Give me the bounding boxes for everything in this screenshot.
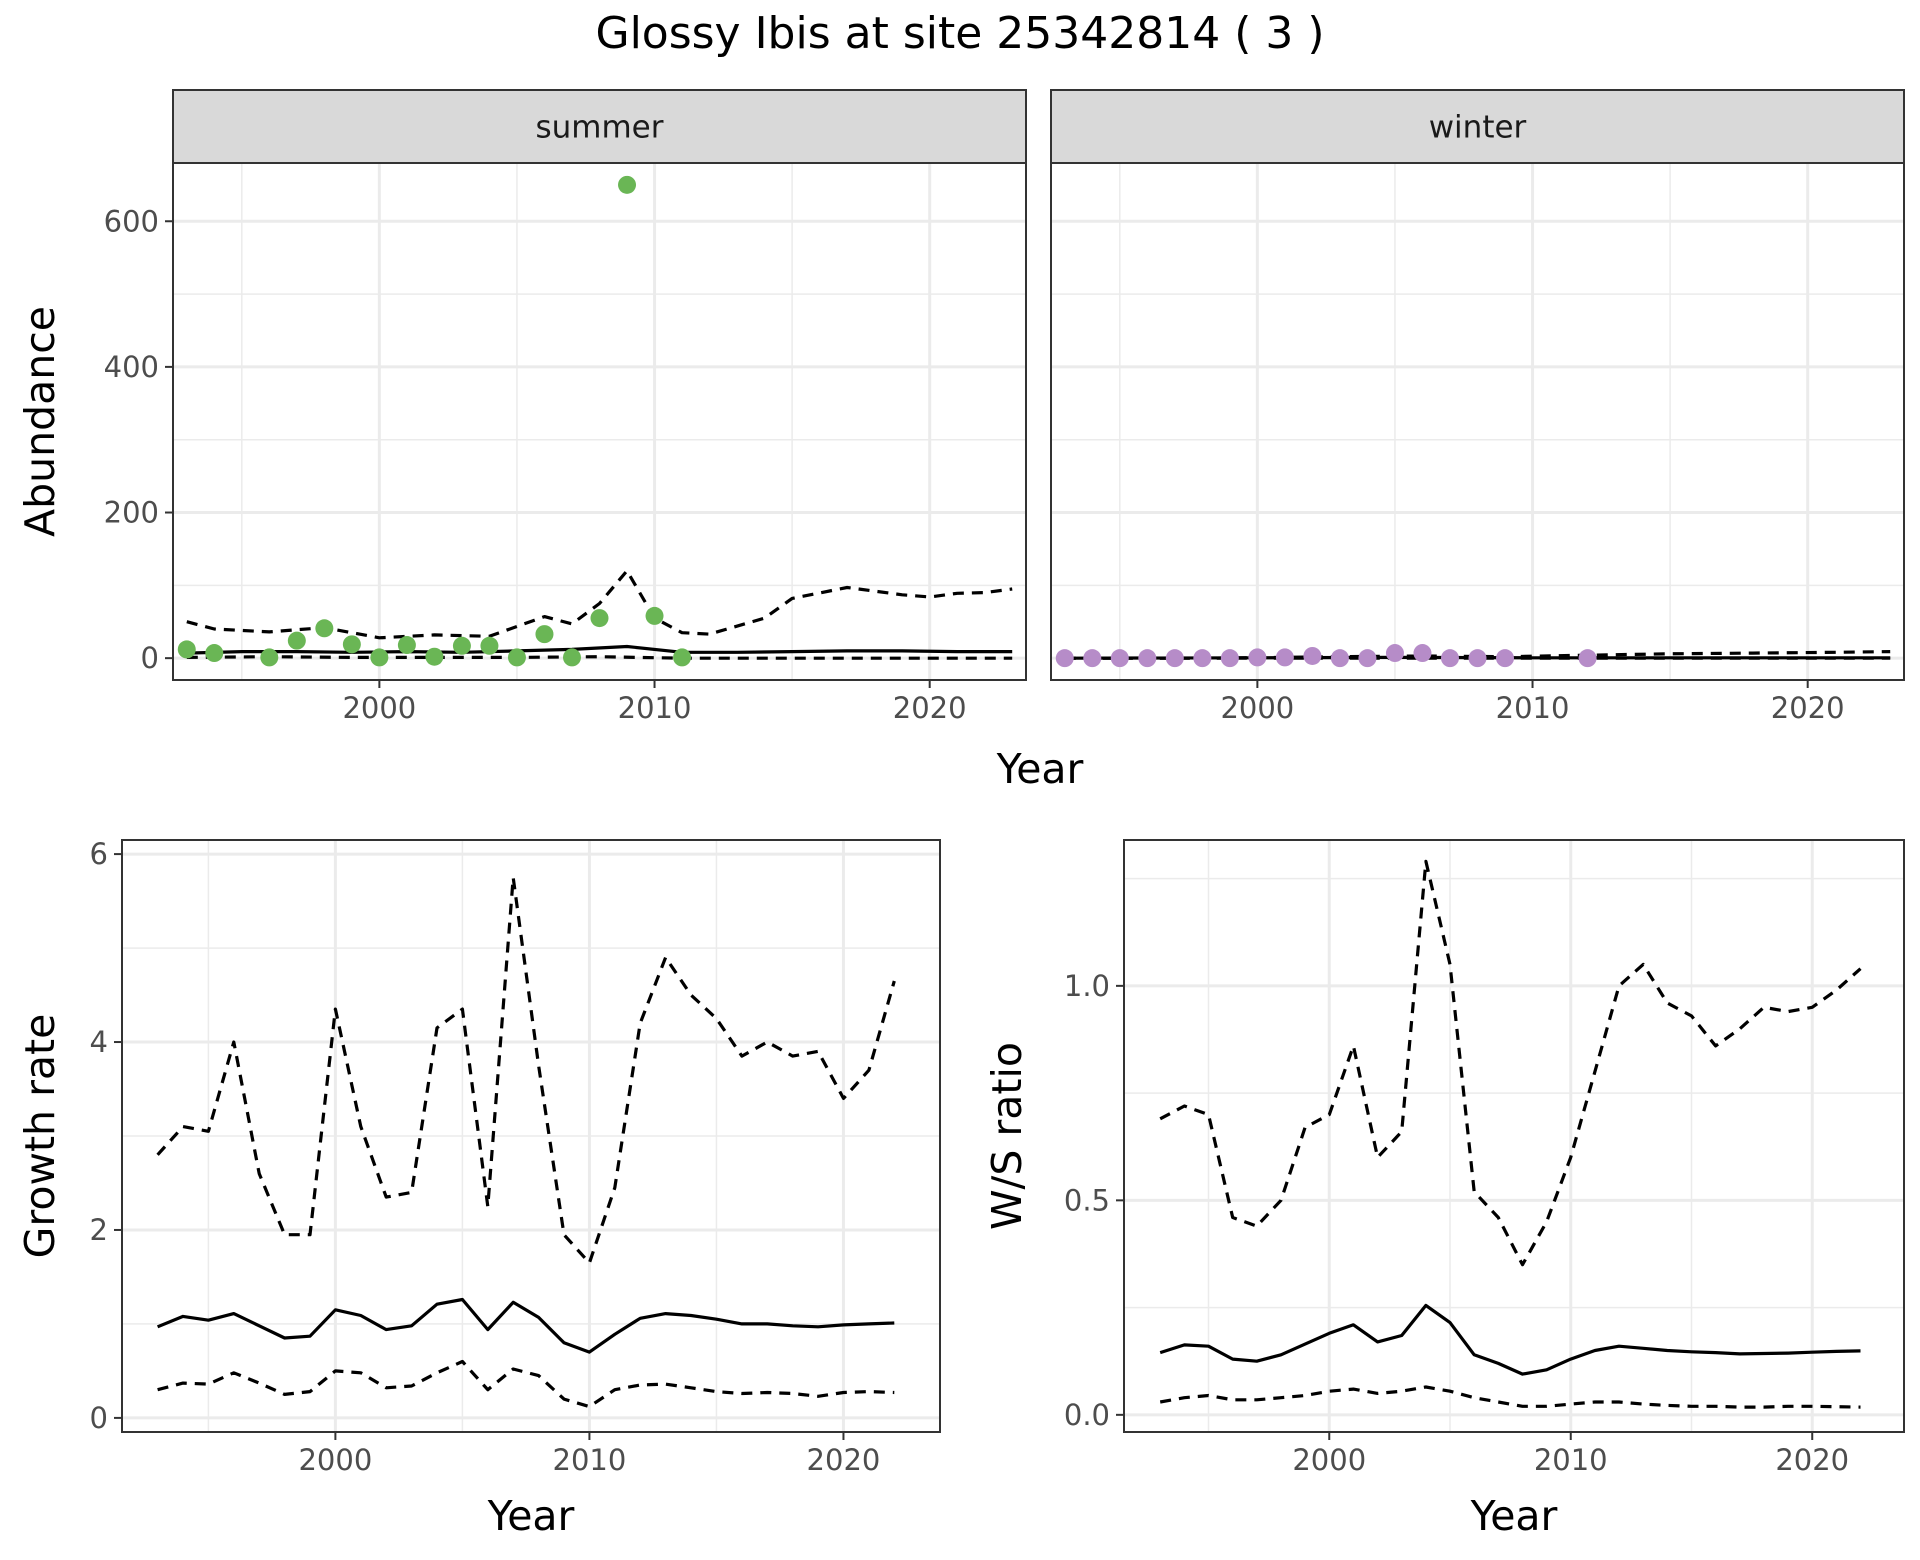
data-point (590, 609, 609, 628)
panel-background (1124, 840, 1904, 1432)
facet-strip (172, 89, 1027, 164)
data-point (1083, 649, 1102, 668)
x-tick-label: 2010 (1496, 691, 1570, 725)
data-point (205, 644, 224, 663)
data-point (562, 648, 581, 667)
data-point (535, 625, 554, 644)
y-tick-label: 0 (141, 641, 159, 675)
data-point (1303, 646, 1322, 665)
y-tick-label: 0 (90, 1401, 108, 1435)
data-point (507, 648, 526, 667)
facet-strip (1050, 89, 1905, 164)
y-tick-label: 600 (104, 204, 159, 238)
y-axis-title: Abundance (16, 306, 64, 537)
data-point (1138, 649, 1157, 668)
x-axis-title: Year (487, 1492, 575, 1540)
data-point (177, 640, 196, 659)
figure-title: Glossy Ibis at site 25342814 ( 3 ) (595, 8, 1324, 59)
x-tick-label: 2020 (893, 691, 967, 725)
data-point (480, 636, 499, 655)
x-tick-label: 2000 (342, 691, 416, 725)
chart-panel-4: 2000 2010 2020 0.0 0.5 1.0 Year W/S ratio (983, 839, 1905, 1540)
upper-ci-line (186, 569, 1013, 640)
chart-panel-2: winter 2000 2010 2020 (1050, 89, 1905, 725)
data-point (1578, 649, 1597, 668)
upper-ci-line (156, 876, 896, 1265)
data-point (452, 636, 471, 655)
y-tick-label: 0.5 (1064, 1183, 1110, 1217)
data-point (1165, 649, 1184, 668)
data-point (645, 606, 664, 625)
facet-strip-label: winter (1429, 110, 1527, 146)
data-point (1193, 649, 1212, 668)
data-point (1330, 649, 1349, 668)
x-axis-title: Year (1470, 1492, 1558, 1540)
facet-x-axis-title: Year (996, 745, 1084, 793)
mean-line (186, 644, 1013, 655)
y-tick-label: 4 (90, 1025, 108, 1059)
data-point (1468, 649, 1487, 668)
data-point (342, 635, 361, 654)
data-point (673, 648, 692, 667)
x-tick-label: 2000 (1292, 1443, 1366, 1477)
chart-panel-3: 2000 2010 2020 0 2 4 6 Year Growth rate (16, 837, 941, 1540)
facet-strip-label: summer (535, 110, 663, 146)
data-point (425, 647, 444, 666)
y-tick-label: 6 (90, 837, 108, 871)
y-tick-label: 2 (90, 1213, 108, 1247)
lower-ci-line (186, 655, 1013, 660)
data-point (1055, 649, 1074, 668)
x-tick-label: 2010 (618, 691, 692, 725)
panels: summer 2000 2010 2020 0 200 400 600 Abundance win… (16, 89, 1905, 1540)
x-tick-label: 2010 (553, 1443, 627, 1477)
data-point (315, 619, 334, 638)
data-point (1358, 649, 1377, 668)
data-point (397, 636, 416, 655)
y-tick-label: 200 (104, 496, 159, 530)
data-point (287, 631, 306, 650)
data-point (1248, 648, 1267, 667)
x-tick-label: 2020 (1771, 691, 1845, 725)
y-axis-title: Growth rate (16, 1014, 64, 1259)
x-tick-label: 2020 (1775, 1443, 1849, 1477)
data-point (1275, 648, 1294, 667)
data-point (1440, 649, 1459, 668)
upper-ci-line (1064, 650, 1891, 660)
data-point (1496, 649, 1515, 668)
lower-ci-line (1159, 1385, 1861, 1409)
panel-border (1123, 839, 1905, 1433)
y-tick-label: 0.0 (1064, 1398, 1110, 1432)
x-tick-label: 2010 (1534, 1443, 1608, 1477)
x-tick-label: 2000 (1220, 691, 1294, 725)
y-axis-title: W/S ratio (983, 1042, 1031, 1230)
x-tick-label: 2020 (807, 1443, 881, 1477)
x-tick-label: 2000 (298, 1443, 372, 1477)
data-point (618, 175, 637, 194)
data-point (370, 648, 389, 667)
panel-border (121, 839, 941, 1433)
y-tick-label: 400 (104, 350, 159, 384)
data-point (1385, 644, 1404, 663)
data-point (1220, 649, 1239, 668)
data-point (1110, 649, 1129, 668)
mean-line (1159, 1303, 1861, 1376)
mean-line (156, 1297, 895, 1354)
data-point (1413, 644, 1432, 663)
panel-background (1051, 163, 1904, 680)
y-tick-label: 1.0 (1064, 969, 1110, 1003)
data-point (260, 648, 279, 667)
chart-panel-1: summer 2000 2010 2020 0 200 400 600 Abundance (16, 89, 1027, 725)
upper-ci-line (1159, 859, 1862, 1267)
